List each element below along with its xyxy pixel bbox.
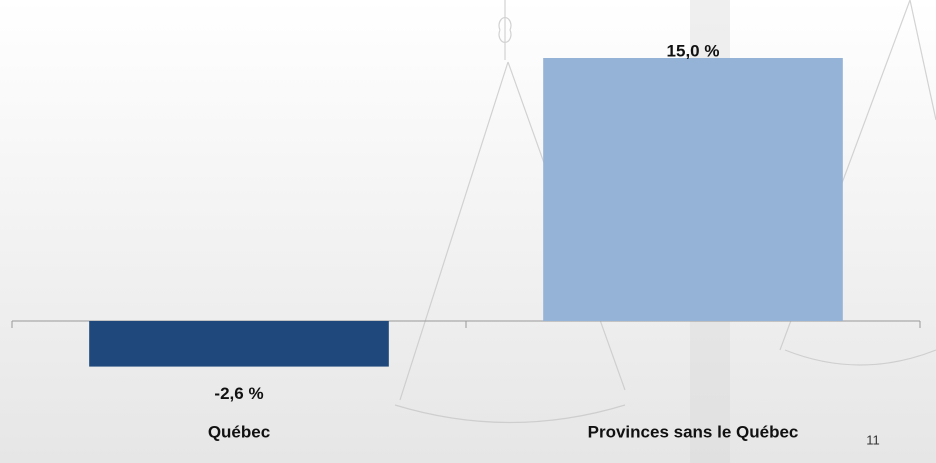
page-number: 11	[866, 432, 880, 447]
value-label: 15,0 %	[667, 41, 720, 60]
bar	[89, 321, 389, 367]
value-label: -2,6 %	[214, 384, 263, 403]
category-label: Québec	[208, 422, 270, 441]
category-label: Provinces sans le Québec	[588, 422, 799, 441]
bar	[543, 58, 843, 321]
